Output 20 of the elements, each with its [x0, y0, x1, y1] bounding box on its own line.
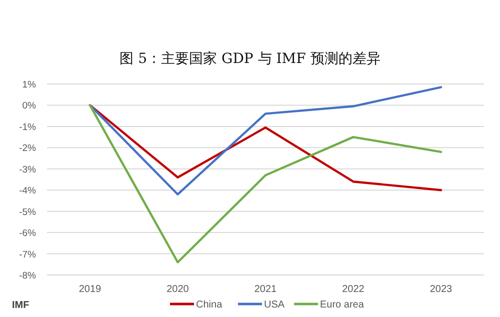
legend-label: China — [196, 300, 223, 310]
y-tick-label: -7% — [19, 249, 37, 260]
x-tick-label: 2022 — [342, 284, 365, 295]
x-tick-label: 2020 — [166, 284, 190, 295]
title: 图 5：主要国家 GDP 与 IMF 预测的差异 — [120, 51, 380, 67]
y-tick-label: -4% — [19, 186, 37, 197]
text: IMF — [12, 300, 30, 311]
y-tick-label: -2% — [19, 143, 37, 154]
y-tick-label: -5% — [19, 206, 37, 218]
legend-label: USA — [264, 300, 285, 310]
y-tick-label: -6% — [19, 228, 37, 240]
legend-label: Euro area — [320, 300, 364, 310]
x-tick-label: 2021 — [254, 284, 278, 295]
y-tick-label: 0% — [22, 100, 37, 112]
x-tick-label: 2019 — [78, 284, 102, 295]
y-tick-label: 1% — [22, 80, 37, 90]
x-tick-label: 2023 — [430, 284, 453, 295]
y-tick-label: -8% — [19, 270, 37, 282]
y-tick-label: -3% — [19, 164, 37, 176]
y-tick-label: -1% — [19, 122, 37, 133]
